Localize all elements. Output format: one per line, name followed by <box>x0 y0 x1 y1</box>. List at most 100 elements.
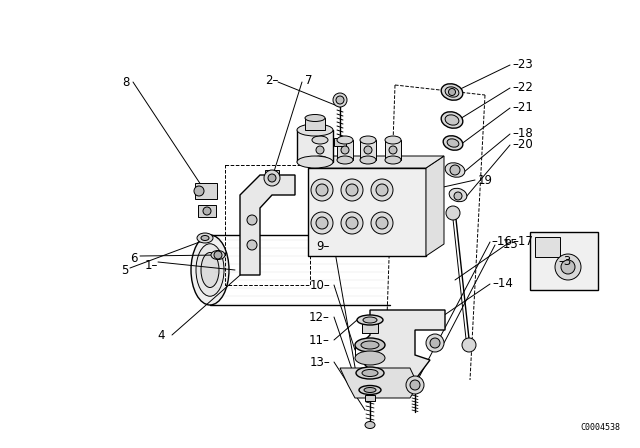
Circle shape <box>341 179 363 201</box>
Bar <box>265 170 279 178</box>
Ellipse shape <box>362 370 378 376</box>
Text: –16: –16 <box>491 234 512 247</box>
Text: –18: –18 <box>512 126 532 139</box>
Ellipse shape <box>360 156 376 164</box>
Circle shape <box>371 179 393 201</box>
Ellipse shape <box>449 89 456 95</box>
Circle shape <box>561 260 575 274</box>
Text: 1–: 1– <box>145 258 158 271</box>
Bar <box>334 138 346 146</box>
Circle shape <box>341 212 363 234</box>
Ellipse shape <box>191 235 229 305</box>
Ellipse shape <box>356 367 384 379</box>
Circle shape <box>346 217 358 229</box>
Bar <box>198 205 216 217</box>
Ellipse shape <box>355 338 385 352</box>
Ellipse shape <box>364 388 376 392</box>
Circle shape <box>406 376 424 394</box>
Ellipse shape <box>305 115 325 121</box>
Circle shape <box>410 380 420 390</box>
Text: 8: 8 <box>123 76 130 89</box>
Text: 2–: 2– <box>264 73 278 86</box>
Circle shape <box>555 254 581 280</box>
Text: 6: 6 <box>131 251 138 264</box>
Ellipse shape <box>201 253 219 288</box>
Bar <box>362 320 378 333</box>
Text: 11–: 11– <box>309 333 330 346</box>
Bar <box>535 237 560 257</box>
Ellipse shape <box>337 136 353 144</box>
Ellipse shape <box>441 112 463 128</box>
Bar <box>305 118 325 130</box>
Circle shape <box>194 186 204 196</box>
Circle shape <box>389 146 397 154</box>
Ellipse shape <box>337 156 353 164</box>
Text: 10–: 10– <box>309 279 330 292</box>
Ellipse shape <box>363 317 377 323</box>
Circle shape <box>341 146 349 154</box>
Circle shape <box>316 217 328 229</box>
Ellipse shape <box>449 188 467 202</box>
Ellipse shape <box>441 84 463 100</box>
Circle shape <box>247 240 257 250</box>
Circle shape <box>426 334 444 352</box>
Bar <box>337 140 353 160</box>
Ellipse shape <box>445 115 459 125</box>
Circle shape <box>376 184 388 196</box>
Circle shape <box>214 251 222 259</box>
Ellipse shape <box>445 87 459 97</box>
Ellipse shape <box>297 156 333 168</box>
Ellipse shape <box>360 136 376 144</box>
Ellipse shape <box>312 136 328 144</box>
Polygon shape <box>365 310 445 380</box>
Text: 5: 5 <box>120 263 128 276</box>
Text: –3: –3 <box>558 254 572 267</box>
Polygon shape <box>240 175 295 275</box>
Bar <box>297 130 333 162</box>
Circle shape <box>376 217 388 229</box>
Circle shape <box>371 212 393 234</box>
Circle shape <box>203 207 211 215</box>
Bar <box>312 140 328 160</box>
Circle shape <box>446 206 460 220</box>
Circle shape <box>247 215 257 225</box>
Ellipse shape <box>445 163 465 177</box>
Circle shape <box>430 338 440 348</box>
Polygon shape <box>426 156 444 256</box>
Ellipse shape <box>211 250 225 259</box>
Circle shape <box>454 192 462 200</box>
Circle shape <box>346 184 358 196</box>
Circle shape <box>311 212 333 234</box>
Ellipse shape <box>443 136 463 150</box>
Ellipse shape <box>359 385 381 395</box>
Ellipse shape <box>312 156 328 164</box>
Text: –23: –23 <box>512 57 532 70</box>
Ellipse shape <box>201 236 209 241</box>
Ellipse shape <box>355 351 385 365</box>
Text: 19: 19 <box>478 173 493 186</box>
Text: 12–: 12– <box>309 310 330 323</box>
Circle shape <box>462 338 476 352</box>
Ellipse shape <box>385 136 401 144</box>
Text: 7: 7 <box>305 73 312 86</box>
Ellipse shape <box>197 233 213 243</box>
Text: –20: –20 <box>512 138 532 151</box>
Bar <box>195 183 217 199</box>
Text: C0004538: C0004538 <box>580 423 620 432</box>
Ellipse shape <box>357 315 383 325</box>
Ellipse shape <box>333 93 347 107</box>
Ellipse shape <box>196 244 224 296</box>
Bar <box>530 232 598 290</box>
Text: –15: –15 <box>497 237 518 250</box>
Text: 13–: 13– <box>309 356 330 369</box>
Text: –17: –17 <box>512 234 533 247</box>
Circle shape <box>268 174 276 182</box>
Ellipse shape <box>336 96 344 104</box>
Polygon shape <box>340 368 418 398</box>
Ellipse shape <box>447 139 459 147</box>
Circle shape <box>311 179 333 201</box>
Text: –22: –22 <box>512 81 533 94</box>
Circle shape <box>364 146 372 154</box>
Bar <box>365 395 375 401</box>
Circle shape <box>316 146 324 154</box>
